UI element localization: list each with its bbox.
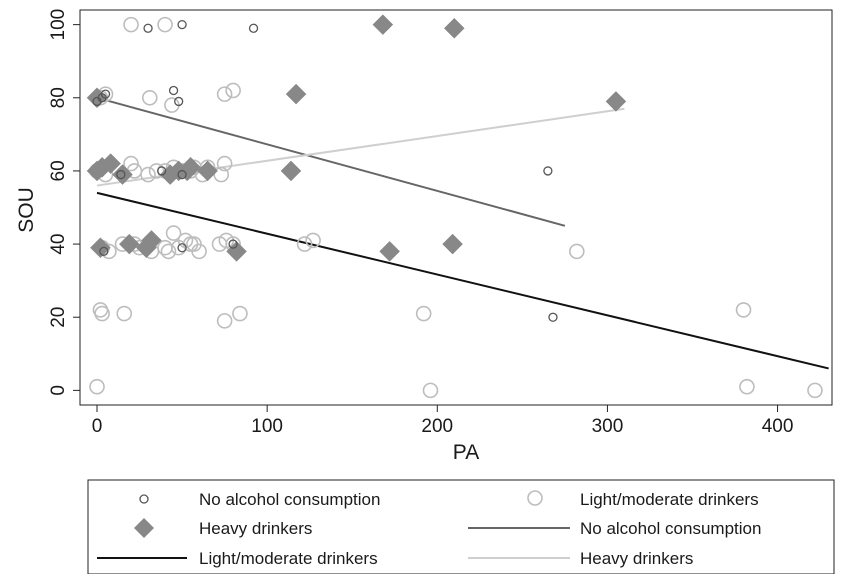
no-alcohol-point bbox=[174, 96, 184, 107]
no-alcohol-point bbox=[543, 166, 553, 176]
heavy-drinker-point bbox=[90, 237, 111, 259]
legend-label: Heavy drinkers bbox=[199, 519, 312, 538]
light-moderate-point bbox=[216, 313, 233, 329]
light-moderate-point bbox=[216, 155, 233, 172]
x-axis-title: PA bbox=[453, 441, 479, 464]
no-alcohol-point bbox=[177, 243, 187, 253]
no-alcohol-point bbox=[177, 19, 187, 30]
light-moderate-point bbox=[735, 302, 752, 318]
light-moderate-point bbox=[140, 166, 156, 183]
diamond-icon bbox=[134, 518, 154, 538]
heavy-drinker-point bbox=[285, 83, 307, 105]
x-tick-label: 300 bbox=[592, 416, 624, 437]
small-circle-icon bbox=[139, 494, 149, 504]
light-moderate-point bbox=[157, 16, 173, 33]
legend-label: No alcohol consumption bbox=[199, 490, 380, 509]
light-moderate-point bbox=[739, 378, 755, 395]
light-moderate-point bbox=[807, 382, 823, 399]
legend-item: No alcohol consumption bbox=[468, 519, 761, 538]
no-alcohol-fit-line bbox=[96, 96, 566, 227]
light-moderate-point bbox=[232, 305, 248, 322]
legend-item: Light/moderate drinkers bbox=[527, 490, 759, 509]
legend: No alcohol consumption Light/moderate dri… bbox=[87, 479, 835, 574]
light-moderate-point bbox=[422, 382, 439, 399]
light-moderate-point bbox=[94, 305, 110, 322]
heavy-drinker-point bbox=[112, 164, 133, 185]
y-tick-label: 20 bbox=[48, 307, 69, 328]
legend-item: No alcohol consumption bbox=[139, 490, 380, 509]
x-tick-label: 200 bbox=[421, 416, 453, 437]
heavy-drinker-point bbox=[226, 241, 247, 262]
y-tick-label: 100 bbox=[48, 9, 69, 41]
no-alcohol-point bbox=[157, 166, 167, 176]
data-markers bbox=[86, 14, 823, 399]
no-alcohol-point bbox=[99, 246, 109, 257]
heavy-drinker-point bbox=[118, 233, 140, 255]
light-moderate-point bbox=[89, 378, 105, 395]
x-tick-label: 0 bbox=[92, 416, 103, 437]
heavy-drinker-point bbox=[442, 233, 463, 255]
heavy-drinker-point bbox=[280, 160, 302, 182]
no-alcohol-point bbox=[116, 169, 126, 180]
light-moderate-point bbox=[305, 232, 321, 249]
light-moderate-point bbox=[160, 243, 177, 260]
heavy-drinker-point bbox=[141, 230, 162, 251]
y-tick-label: 60 bbox=[48, 160, 69, 181]
no-alcohol-point bbox=[177, 169, 187, 180]
heavy-drinker-point bbox=[379, 241, 401, 262]
no-alcohol-point bbox=[168, 85, 179, 96]
legend-label: Heavy drinkers bbox=[580, 549, 693, 568]
legend-box bbox=[87, 479, 835, 574]
legend-item: Heavy drinkers bbox=[134, 518, 312, 538]
y-tick-label: 40 bbox=[48, 234, 69, 255]
legend-label: Light/moderate drinkers bbox=[199, 549, 378, 568]
heavy-drinker-point bbox=[372, 14, 394, 35]
y-tick-label: 0 bbox=[48, 385, 69, 396]
heavy-drinker-point bbox=[180, 156, 201, 178]
x-tick-label: 100 bbox=[251, 416, 283, 437]
heavy-drinker-point bbox=[443, 17, 465, 39]
legend-item: Heavy drinkers bbox=[468, 549, 693, 568]
large-circle-icon bbox=[527, 490, 543, 506]
heavy-drinker-point bbox=[197, 160, 218, 182]
no-alcohol-point bbox=[248, 23, 259, 33]
light-moderate-point bbox=[191, 243, 207, 260]
x-tick-label: 400 bbox=[762, 416, 794, 437]
light-moderate-point bbox=[165, 225, 182, 241]
light-moderate-point bbox=[568, 243, 585, 260]
no-alcohol-point bbox=[548, 312, 558, 322]
heavy-drinker-point bbox=[100, 153, 121, 174]
light-moderate-point bbox=[225, 82, 241, 99]
light-moderate-point bbox=[116, 305, 133, 322]
light-moderate-fit-line bbox=[96, 191, 829, 370]
legend-label: No alcohol consumption bbox=[580, 519, 761, 538]
light-moderate-point bbox=[141, 89, 158, 106]
light-moderate-point bbox=[216, 86, 233, 102]
light-moderate-point bbox=[123, 155, 139, 172]
plot-frame bbox=[79, 9, 833, 406]
axes: 0 100 200 300 400 0 20 40 60 80 100 bbox=[48, 9, 793, 437]
y-axis-title: SOU bbox=[15, 187, 38, 233]
no-alcohol-point bbox=[143, 23, 153, 33]
heavy-drinker-point bbox=[605, 91, 627, 112]
legend-label: Light/moderate drinkers bbox=[580, 490, 759, 509]
plot-area bbox=[79, 9, 833, 406]
light-moderate-point bbox=[296, 236, 313, 252]
no-alcohol-point bbox=[100, 89, 111, 99]
no-alcohol-point bbox=[228, 239, 238, 249]
y-tick-label: 80 bbox=[48, 87, 69, 108]
light-moderate-point bbox=[415, 305, 432, 322]
light-moderate-point bbox=[123, 16, 139, 33]
legend-item: Light/moderate drinkers bbox=[97, 549, 378, 568]
